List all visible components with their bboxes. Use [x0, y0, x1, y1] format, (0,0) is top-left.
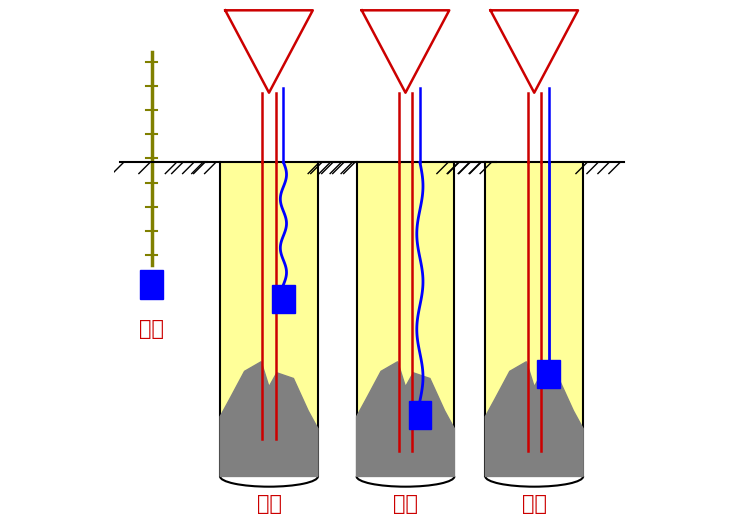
Bar [141, 270, 163, 299]
Polygon shape [485, 362, 583, 476]
Polygon shape [220, 362, 318, 476]
Bar [537, 360, 560, 388]
Bar [272, 285, 295, 313]
Bar [408, 401, 432, 430]
Bar [220, 162, 318, 476]
Text: 没入: 没入 [393, 494, 418, 514]
Bar [485, 162, 583, 476]
Bar [356, 162, 455, 476]
Polygon shape [356, 362, 455, 476]
Text: 放入: 放入 [257, 494, 281, 514]
Text: 提起: 提起 [522, 494, 547, 514]
Text: 测绳: 测绳 [139, 319, 164, 339]
